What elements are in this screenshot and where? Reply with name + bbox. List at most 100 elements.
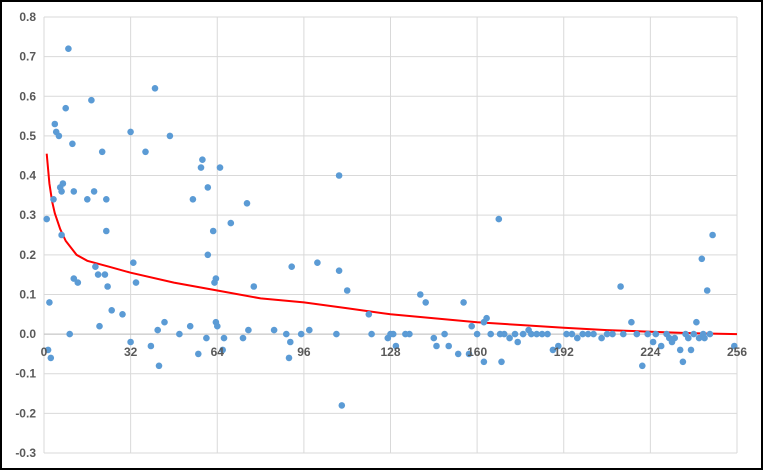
data-point: [454, 350, 462, 358]
data-point: [487, 330, 495, 338]
data-point: [685, 334, 692, 342]
data-point: [473, 330, 481, 338]
trend-layer: [45, 153, 738, 336]
y-tick-label: -0.2: [15, 406, 36, 420]
data-point: [698, 255, 706, 263]
y-tick-label: 0.2: [19, 248, 36, 262]
data-point: [506, 334, 513, 342]
data-point: [214, 322, 221, 330]
data-point: [687, 346, 695, 354]
y-tick-label: 0.3: [19, 208, 36, 222]
data-point: [563, 330, 570, 338]
data-point: [314, 259, 321, 267]
data-point: [483, 314, 490, 322]
data-point: [389, 330, 397, 338]
data-point: [441, 330, 448, 338]
data-point: [417, 291, 424, 298]
y-tick-label: 0.1: [19, 287, 36, 301]
data-point: [468, 322, 476, 330]
data-point: [98, 148, 106, 156]
data-point: [287, 338, 294, 346]
data-point: [285, 354, 293, 362]
data-point: [219, 346, 226, 354]
data-point: [58, 231, 65, 239]
data-point: [649, 338, 657, 346]
data-point: [538, 330, 546, 338]
data-point: [186, 322, 194, 330]
y-tick-label: 0.6: [19, 89, 36, 103]
data-point: [212, 275, 220, 282]
data-point: [709, 231, 716, 239]
data-point: [44, 346, 52, 354]
x-tick-label: 160: [467, 345, 487, 359]
data-point: [204, 184, 212, 191]
data-point: [430, 334, 438, 342]
data-point: [127, 128, 134, 136]
data-point: [392, 342, 400, 350]
data-point: [555, 342, 562, 350]
data-point: [243, 200, 251, 207]
data-point: [500, 330, 508, 338]
data-point: [480, 358, 488, 366]
data-point: [245, 326, 252, 334]
data-point: [495, 215, 503, 223]
data-point: [445, 342, 453, 350]
data-point: [338, 402, 346, 409]
data-point: [101, 271, 109, 278]
data-point: [108, 307, 115, 314]
y-tick-labels: -0.3 -0.2 -0.1 0.0 0.1 0.2 0.3 0.4 0.5 0.6 0.7 0.8: [15, 10, 36, 460]
data-point: [701, 334, 708, 342]
data-point: [127, 338, 134, 346]
x-tick-label: 192: [554, 345, 574, 359]
data-point: [94, 271, 102, 278]
data-point: [270, 326, 278, 334]
y-tick-label: -0.3: [15, 446, 36, 460]
data-point: [333, 330, 340, 338]
data-point: [617, 283, 624, 290]
data-point: [690, 330, 697, 338]
trend-line: [45, 153, 738, 336]
data-point: [220, 334, 228, 342]
data-point: [151, 85, 159, 92]
data-point: [55, 132, 63, 140]
data-point: [609, 330, 616, 338]
y-tick-label: 0.5: [19, 129, 36, 143]
data-point: [579, 330, 586, 338]
data-point: [47, 354, 55, 362]
data-point: [568, 330, 576, 338]
grid-layer: [43, 16, 738, 454]
data-point: [639, 362, 646, 370]
data-point: [43, 215, 50, 223]
y-tick-label: -0.1: [15, 367, 36, 381]
data-point: [283, 330, 290, 338]
data-point: [74, 279, 82, 286]
y-tick-label: 0.8: [19, 10, 36, 24]
data-point: [65, 45, 72, 52]
data-point: [365, 311, 373, 318]
data-point: [498, 358, 505, 366]
data-point: [368, 330, 375, 338]
data-point: [644, 330, 651, 338]
y-tick-label: 0.0: [19, 327, 36, 341]
data-point: [195, 350, 202, 358]
data-point: [104, 283, 111, 290]
data-point: [679, 358, 687, 366]
data-point: [297, 330, 305, 338]
x-tick-label: 0: [41, 345, 48, 359]
data-point: [706, 330, 714, 338]
data-point: [46, 299, 53, 306]
data-point: [703, 287, 711, 294]
data-point: [130, 259, 137, 267]
data-point: [227, 219, 235, 227]
data-point: [59, 180, 67, 187]
data-point: [70, 188, 78, 195]
data-point: [528, 330, 535, 338]
y-tick-label: 0.4: [19, 169, 36, 183]
data-point: [620, 330, 627, 338]
data-point: [92, 263, 99, 271]
data-point: [574, 334, 581, 342]
data-point: [695, 334, 703, 342]
data-point: [62, 104, 69, 112]
